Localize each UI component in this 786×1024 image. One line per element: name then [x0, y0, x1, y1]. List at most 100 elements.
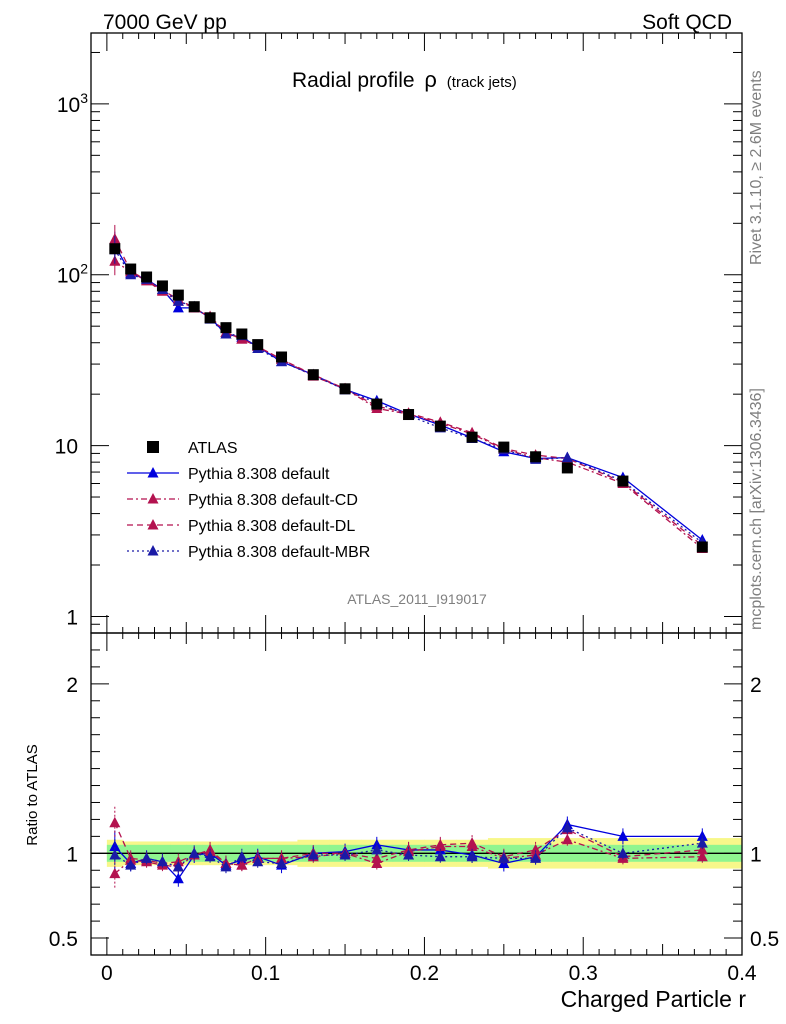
series-point	[220, 327, 232, 339]
legend-label: Pythia 8.308 default	[188, 466, 330, 483]
atlas-point	[172, 289, 184, 301]
ratio-series-point	[109, 816, 121, 828]
plot-title-suffix: (track jets)	[447, 74, 517, 91]
ratio-series-point	[307, 849, 319, 860]
ratio-series-point	[156, 855, 168, 867]
ratio-series-point	[696, 843, 708, 855]
ratio-plot-frame	[90, 632, 743, 956]
atlas-point	[252, 339, 264, 351]
analysis-label: ATLAS_2011_I919017	[347, 591, 487, 607]
ratio-series-line	[114, 827, 703, 868]
ratio-series-point	[236, 859, 248, 870]
ratio-series-point	[617, 830, 629, 841]
ratio-series-point	[276, 857, 288, 868]
atlas-point	[276, 351, 288, 363]
plot-title-main: Radial profile	[292, 69, 415, 92]
ratio-series-point	[498, 852, 510, 863]
ratio-series-point	[172, 860, 184, 872]
atlas-point	[561, 462, 573, 474]
main-plot-axes: 1 10 102 103	[55, 32, 743, 634]
ratio-series-point	[530, 843, 542, 855]
atlas-point	[141, 271, 153, 283]
y-tick-label: 103	[57, 90, 88, 117]
plot-title: Radial profile ρ (track jets)	[292, 67, 517, 92]
legend-label: Pythia 8.308 default-MBR	[188, 544, 370, 561]
atlas-point	[204, 312, 216, 324]
ratio-y-tick-label: 1	[66, 843, 78, 866]
atlas-point	[371, 398, 383, 410]
series-line	[114, 238, 703, 547]
atlas-point	[498, 441, 510, 453]
atlas-point	[696, 541, 708, 553]
series-point	[172, 301, 184, 313]
ratio-y-tick-label: 0.5	[49, 928, 78, 951]
main-plot-frame	[90, 32, 743, 634]
ratio-series-point	[530, 852, 542, 863]
ratio-series-point	[561, 833, 573, 845]
x-tick-label: 0.1	[251, 962, 280, 985]
legend-marker	[147, 493, 159, 504]
ratio-series-point	[252, 855, 264, 867]
plot-title-symbol: ρ	[424, 67, 437, 92]
mcplots-label: mcplots.cern.ch [arXiv:1306.3436]	[748, 388, 765, 630]
atlas-point	[236, 328, 248, 340]
ratio-series-point	[561, 821, 573, 833]
atlas-point	[125, 263, 137, 275]
legend-label: Pythia 8.308 default-CD	[188, 492, 358, 509]
ratio-series-point	[403, 849, 415, 860]
ratio-plot-series	[109, 806, 708, 890]
ratio-series-point	[434, 838, 446, 850]
series-point	[561, 451, 573, 463]
x-tick-label: 0	[101, 962, 113, 985]
legend-marker-atlas	[147, 441, 159, 453]
ratio-plot-axes: 0 0.1 0.2 0.3 0.4 0.5 0.5 1 1 2 2	[49, 632, 779, 985]
atlas-point	[220, 322, 232, 334]
x-tick-label: 0.2	[410, 962, 439, 985]
atlas-point	[109, 243, 121, 255]
ratio-series-point	[466, 837, 478, 848]
atlas-point	[403, 409, 415, 421]
atlas-point	[466, 431, 478, 443]
main-plot-series	[109, 224, 708, 553]
ratio-y-tick-label: 2	[66, 674, 78, 697]
atlas-point	[156, 280, 168, 292]
series-line	[114, 260, 703, 549]
x-tick-label: 0.4	[727, 962, 757, 985]
x-tick-label: 0.3	[569, 962, 598, 985]
atlas-point	[617, 475, 629, 487]
ratio-y-axis-label: Ratio to ATLAS	[24, 744, 41, 845]
y-tick-label: 10	[55, 436, 78, 459]
ratio-series-point	[466, 850, 478, 862]
atlas-point	[434, 420, 446, 432]
x-axis-label: Charged Particle r	[561, 986, 747, 1012]
atlas-point	[307, 369, 319, 381]
ratio-series-point	[371, 843, 383, 855]
ratio-series-point	[109, 849, 121, 860]
ratio-series-point	[617, 847, 629, 858]
legend-marker	[147, 545, 159, 556]
category-label: Soft QCD	[642, 11, 732, 34]
ratio-series-point	[696, 837, 708, 848]
legend-marker	[147, 519, 159, 530]
legend-label: Pythia 8.308 default-DL	[188, 518, 355, 535]
ratio-series-point	[188, 847, 200, 858]
y-tick-label: 102	[57, 261, 88, 288]
atlas-point	[530, 451, 542, 463]
legend-marker	[147, 467, 159, 478]
ratio-series-point	[696, 850, 708, 862]
energy-label: 7000 GeV pp	[103, 11, 227, 34]
legend-label: ATLAS	[188, 440, 238, 457]
ratio-series-line	[114, 822, 703, 866]
ratio-series-line	[114, 839, 703, 875]
ratio-series-point	[109, 840, 121, 852]
ratio-series-point	[236, 850, 248, 862]
ratio-y-tick-label-right: 1	[750, 843, 762, 866]
ratio-y-tick-label-right: 2	[750, 674, 762, 697]
atlas-point	[188, 301, 200, 313]
ratio-series-point	[371, 852, 383, 863]
ratio-series-point	[204, 850, 216, 862]
legend: ATLAS Pythia 8.308 default Pythia 8.308 de…	[127, 440, 370, 561]
ratio-series-point	[339, 849, 351, 860]
ratio-series-point	[109, 867, 121, 879]
rivet-label: Rivet 3.1.10, ≥ 2.6M events	[748, 70, 765, 265]
